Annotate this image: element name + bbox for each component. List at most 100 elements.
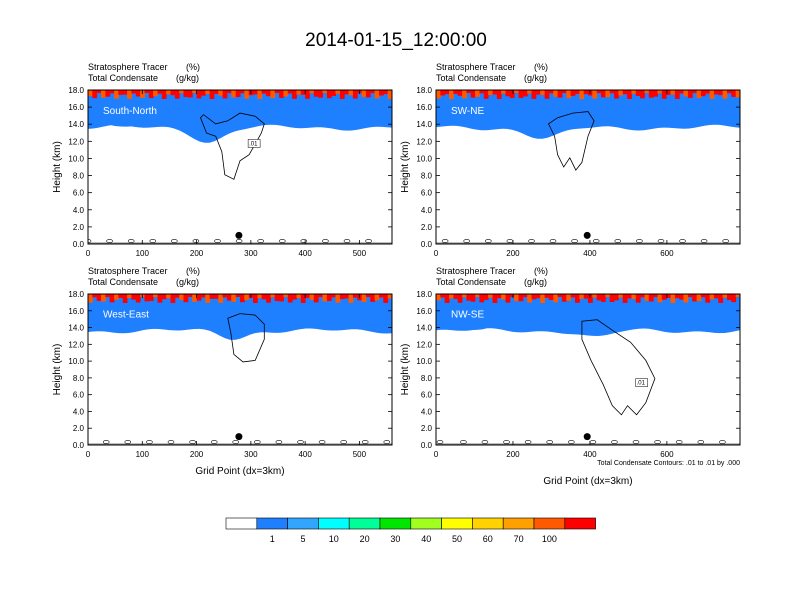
tracer-band (661, 294, 667, 300)
condensate-contour (300, 239, 308, 243)
tracer-band (118, 294, 124, 298)
tracer-band (618, 294, 624, 298)
tracer-band (453, 294, 459, 299)
contour-note: Total Condensate Contours: .01 to .01 by… (597, 460, 740, 467)
tracer-band (588, 294, 593, 303)
tracer-band (261, 90, 267, 94)
tracer-band (222, 90, 228, 99)
tracer-band (653, 294, 658, 298)
y-tick-label: 0.0 (73, 240, 85, 249)
panel-header-unit1: (%) (534, 266, 548, 276)
colorbar-label: 40 (421, 534, 431, 544)
tracer-band (679, 90, 684, 94)
tracer-band (127, 294, 132, 298)
tracer-band (253, 294, 258, 303)
y-tick-label: 12.0 (68, 340, 84, 349)
tracer-band (666, 90, 671, 95)
tracer-band (261, 294, 267, 300)
tracer-band (279, 294, 284, 302)
tracer-band (174, 90, 180, 99)
x-tick-label: 400 (583, 249, 597, 258)
tracer-band (644, 294, 650, 301)
tracer-band (518, 90, 524, 98)
tracer-band (483, 90, 489, 99)
tracer-band (344, 90, 349, 95)
tracer-band (492, 90, 498, 95)
panel-label: SW-NE (451, 106, 484, 117)
point-marker (235, 231, 243, 239)
condensate-contour (506, 239, 514, 243)
tracer-band (479, 294, 485, 303)
tracer-band (365, 90, 371, 98)
condensate-contour (257, 239, 265, 243)
y-tick-label: 10.0 (68, 357, 84, 366)
point-marker (583, 231, 591, 239)
panel-label: NW-SE (451, 309, 484, 320)
tracer-band (205, 294, 211, 303)
condensate-contour (232, 440, 239, 444)
tracer-band (213, 90, 219, 94)
tracer-band (322, 294, 328, 302)
tracer-band (387, 294, 392, 299)
y-tick-label: 18.0 (416, 86, 432, 95)
condensate-contour (657, 239, 665, 243)
y-tick-label: 4.0 (73, 206, 85, 215)
contour-label: .01 (249, 141, 258, 147)
tracer-band (566, 90, 572, 99)
y-tick-label: 2.0 (73, 223, 85, 232)
condensate-contour (567, 440, 575, 444)
tracer-band (670, 90, 676, 95)
tracer-band (666, 294, 671, 298)
tracer-band (492, 294, 498, 303)
y-tick-label: 2.0 (73, 424, 85, 433)
tracer-band (88, 294, 392, 340)
tracer-band (713, 90, 719, 95)
tracer-band (88, 90, 93, 96)
tracer-band (579, 294, 585, 299)
tracer-band (609, 90, 615, 94)
condensate-contour (146, 440, 153, 444)
tracer-band (648, 294, 654, 302)
tracer-band (496, 90, 502, 99)
colorbar-swatch (502, 517, 535, 530)
colorbar-swatch (533, 517, 566, 530)
colorbar-label: 50 (452, 534, 462, 544)
tracer-band (231, 90, 237, 98)
y-tick-label: 18.0 (68, 86, 84, 95)
tracer-band (735, 294, 740, 297)
tracer-band (679, 294, 684, 300)
colorbar-swatch (441, 517, 473, 530)
colorbar-label: 1 (270, 534, 275, 544)
tracer-band (101, 294, 106, 302)
tracer-band (692, 90, 697, 93)
tracer-band (240, 294, 245, 303)
tracer-band (257, 294, 263, 299)
tracer-band (153, 294, 158, 298)
tracer-band (292, 294, 297, 300)
panel-nw-se: Stratosphere Tracer (%) Total Condensate (g… (400, 266, 741, 487)
tracer-band (387, 90, 392, 99)
condensate-contour (189, 440, 196, 444)
tracer-band (118, 90, 124, 95)
tracer-band (179, 294, 184, 301)
tracer-band (614, 90, 619, 99)
condensate-contour (441, 239, 449, 243)
condensate-contour (436, 440, 444, 444)
tracer-band (109, 90, 115, 94)
x-tick-label: 200 (190, 450, 204, 459)
y-tick-label: 16.0 (68, 307, 84, 316)
tracer-band (279, 90, 284, 98)
tracer-band (127, 90, 132, 99)
tracer-band (383, 294, 389, 303)
colorbar-swatch (225, 517, 258, 530)
tracer-band (339, 294, 345, 300)
tracer-band (705, 294, 711, 303)
panel-west-east: Stratosphere Tracer (%) Total Condensate (g… (52, 266, 393, 477)
panel-header-unit2: (g/kg) (176, 277, 199, 287)
y-tick-label: 10.0 (68, 154, 84, 163)
tracer-band (174, 294, 180, 298)
tracer-band (709, 90, 715, 99)
colorbar-label: 30 (390, 534, 400, 544)
tracer-band (218, 90, 224, 96)
tracer-band (531, 90, 537, 99)
